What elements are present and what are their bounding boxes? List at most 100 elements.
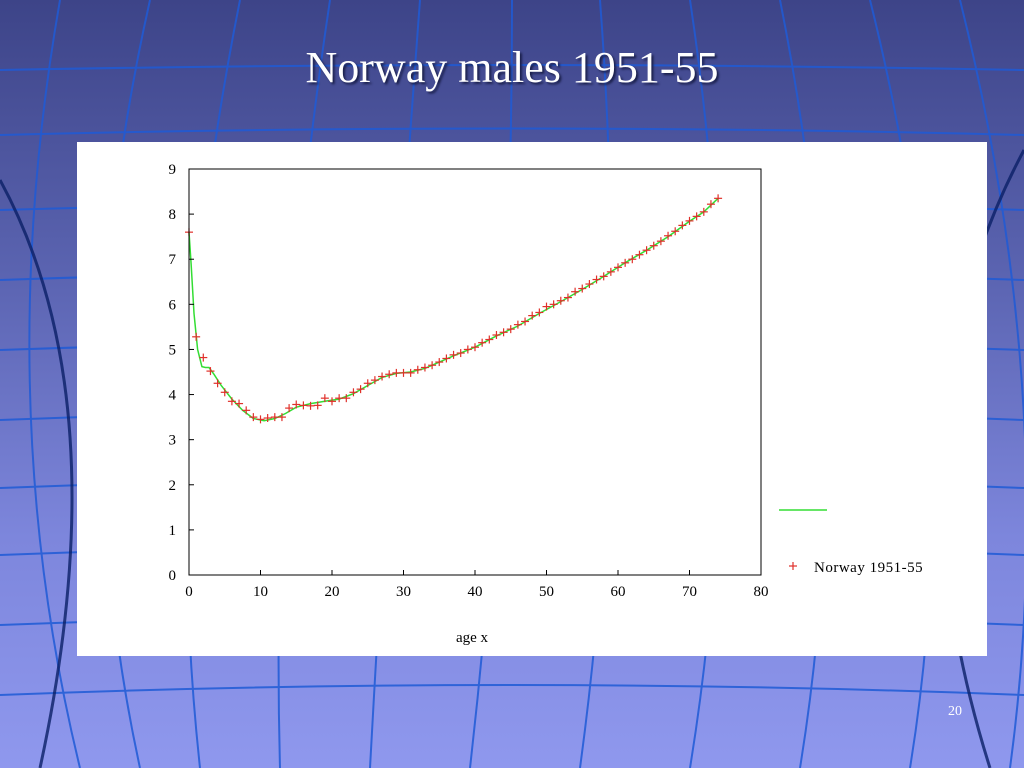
data-point-marker <box>435 358 444 367</box>
data-point-marker <box>571 287 580 296</box>
x-tick-label: 80 <box>754 584 769 600</box>
data-point-marker <box>556 296 565 305</box>
data-point-marker <box>549 300 558 309</box>
data-point-marker <box>592 275 601 284</box>
y-tick-label: 3 <box>169 433 177 449</box>
data-point-marker <box>242 406 251 415</box>
data-point-marker <box>285 404 294 413</box>
data-point-marker <box>313 401 322 410</box>
y-tick-label: 6 <box>169 297 177 313</box>
y-tick-label: 4 <box>169 388 177 404</box>
data-point-marker <box>385 370 394 379</box>
data-point-marker <box>692 212 701 221</box>
data-point-marker <box>542 302 551 311</box>
data-point-marker <box>678 221 687 230</box>
data-point-marker <box>649 241 658 250</box>
fit-line-layer <box>188 197 719 422</box>
data-point-marker <box>656 237 665 246</box>
y-tick-label: 0 <box>169 568 177 584</box>
data-point-marker <box>492 331 501 340</box>
data-point-marker <box>292 400 301 409</box>
x-tick-label: 50 <box>539 584 554 600</box>
x-tick-label: 20 <box>325 584 340 600</box>
data-point-marker <box>628 255 637 264</box>
data-point-marker <box>328 397 336 406</box>
data-point-marker <box>227 397 236 406</box>
data-point-marker <box>614 263 622 272</box>
data-point-marker <box>406 368 415 377</box>
legend-series-label: Norway 1951-55 <box>814 560 923 576</box>
slide-title: Norway males 1951-55 <box>305 43 719 92</box>
data-point-marker <box>370 376 379 385</box>
data-point-marker <box>277 413 286 422</box>
data-point-marker <box>399 368 408 377</box>
legend-plus-marker <box>789 562 797 570</box>
x-tick-label: 0 <box>185 584 193 600</box>
data-point-marker <box>513 320 522 329</box>
data-point-marker <box>449 350 458 359</box>
data-point-marker <box>521 317 530 326</box>
y-tick-label: 5 <box>169 342 177 358</box>
data-point-marker <box>463 345 472 354</box>
data-point-marker <box>635 250 644 259</box>
data-point-marker <box>199 353 208 362</box>
marker-layer <box>185 194 723 424</box>
chart: 0 10 20 30 40 50 60 70 80 0 1 2 3 4 5 6 7 8 9 age x Norway… <box>169 162 923 646</box>
data-point-marker <box>342 394 351 403</box>
x-tick-label: 70 <box>682 584 697 600</box>
data-point-marker <box>306 401 315 410</box>
y-tick-label: 7 <box>169 252 177 268</box>
data-point-marker <box>699 207 708 216</box>
y-tick-label: 2 <box>169 478 177 494</box>
y-tick-label: 1 <box>169 523 177 539</box>
data-point-marker <box>220 388 229 397</box>
data-point-marker <box>363 379 372 388</box>
data-point-marker <box>428 361 437 370</box>
data-point-marker <box>606 267 615 276</box>
tick-layer: 0 10 20 30 40 50 60 70 80 0 1 2 3 4 5 6 7 8 9 <box>169 162 769 600</box>
data-point-marker <box>213 379 222 388</box>
data-point-marker <box>671 227 680 236</box>
data-point-marker <box>335 394 344 403</box>
data-point-marker <box>714 194 723 203</box>
data-point-marker <box>392 368 401 377</box>
x-axis-label: age x <box>456 630 489 646</box>
data-point-marker <box>535 308 544 317</box>
legend-marker-swatch <box>789 562 797 570</box>
data-point-marker <box>478 338 487 347</box>
data-point-marker <box>249 413 258 422</box>
fit-line <box>188 197 719 422</box>
data-point-marker <box>506 325 515 334</box>
data-point-marker <box>706 200 715 209</box>
x-tick-label: 60 <box>611 584 626 600</box>
data-point-marker <box>206 367 215 376</box>
data-point-marker <box>621 258 630 267</box>
data-point-marker <box>270 413 279 422</box>
y-tick-label: 9 <box>169 162 177 178</box>
data-point-marker <box>256 415 265 424</box>
slide-number: 20 <box>948 704 962 719</box>
chart-panel: 0 10 20 30 40 50 60 70 80 0 1 2 3 4 5 6 7 8 9 age x Norway… <box>77 142 987 656</box>
x-tick-label: 10 <box>253 584 268 600</box>
data-point-marker <box>299 401 308 410</box>
data-point-marker <box>235 399 244 408</box>
data-point-marker <box>263 414 272 423</box>
data-point-marker <box>349 388 358 397</box>
data-point-marker <box>664 231 673 240</box>
data-point-marker <box>420 363 429 372</box>
data-point-marker <box>378 372 387 381</box>
data-point-marker <box>578 284 587 293</box>
data-point-marker <box>192 332 201 341</box>
data-point-marker <box>585 280 594 289</box>
data-point-marker <box>471 343 479 352</box>
data-point-marker <box>413 365 422 374</box>
data-point-marker <box>685 216 694 225</box>
legend: Norway 1951-55 <box>779 509 923 576</box>
data-point-marker <box>320 394 329 403</box>
data-point-marker <box>485 335 494 344</box>
data-point-marker <box>599 272 608 281</box>
data-point-marker <box>563 293 572 302</box>
data-point-marker <box>356 385 365 394</box>
data-point-marker <box>499 328 508 337</box>
data-point-marker <box>642 246 651 255</box>
